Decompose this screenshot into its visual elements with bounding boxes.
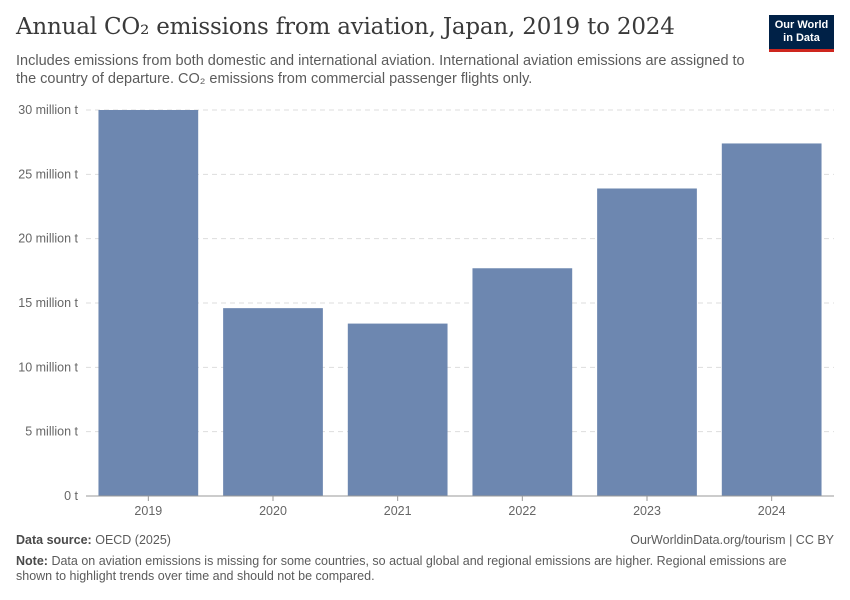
- y-tick-label: 5 million t: [25, 425, 78, 439]
- x-tick-label: 2023: [633, 504, 661, 518]
- y-tick-label: 25 million t: [18, 167, 78, 181]
- bar-2023[interactable]: [597, 188, 697, 496]
- logo-line-1: Our World: [774, 19, 829, 31]
- bar-2022[interactable]: [472, 268, 573, 496]
- y-tick-label: 20 million t: [18, 232, 78, 246]
- x-tick-label: 2020: [259, 504, 287, 518]
- y-tick-label: 10 million t: [18, 360, 78, 374]
- y-tick-label: 0 t: [64, 489, 78, 503]
- note-text: Data on aviation emissions is missing fo…: [16, 554, 787, 583]
- bar-2020[interactable]: [223, 308, 323, 496]
- chart-note: Note: Data on aviation emissions is miss…: [16, 554, 816, 584]
- bar-2024[interactable]: [721, 143, 822, 496]
- chart-title: Annual CO₂ emissions from aviation, Japa…: [16, 14, 675, 40]
- x-tick-label: 2021: [384, 504, 412, 518]
- bars: [98, 110, 822, 496]
- data-source: Data source: OECD (2025): [16, 533, 171, 547]
- y-tick-label: 30 million t: [18, 103, 78, 117]
- bar-chart: 0 t 5 million t 10 million t 15 million t 20…: [18, 103, 834, 518]
- logo-line-2: in Data: [783, 32, 820, 44]
- bar-2019[interactable]: [98, 110, 199, 496]
- license-link[interactable]: OurWorldinData.org/tourism | CC BY: [630, 533, 834, 547]
- x-tick-label: 2024: [758, 504, 786, 518]
- gridlines: [86, 109, 834, 433]
- y-axis-ticks: 0 t 5 million t 10 million t 15 million t 20…: [18, 103, 78, 503]
- data-source-label: Data source:: [16, 533, 92, 547]
- note-label: Note:: [16, 554, 48, 568]
- bar-2021[interactable]: [347, 323, 448, 496]
- owid-logo[interactable]: Our World in Data: [769, 15, 834, 52]
- x-tick-label: 2019: [134, 504, 162, 518]
- x-tick-label: 2022: [508, 504, 536, 518]
- y-tick-label: 15 million t: [18, 296, 78, 310]
- x-axis: 2019 2020 2021 2022 2023 2024: [86, 495, 834, 518]
- chart-subtitle: Includes emissions from both domestic an…: [16, 53, 745, 87]
- data-source-value[interactable]: OECD (2025): [95, 533, 171, 547]
